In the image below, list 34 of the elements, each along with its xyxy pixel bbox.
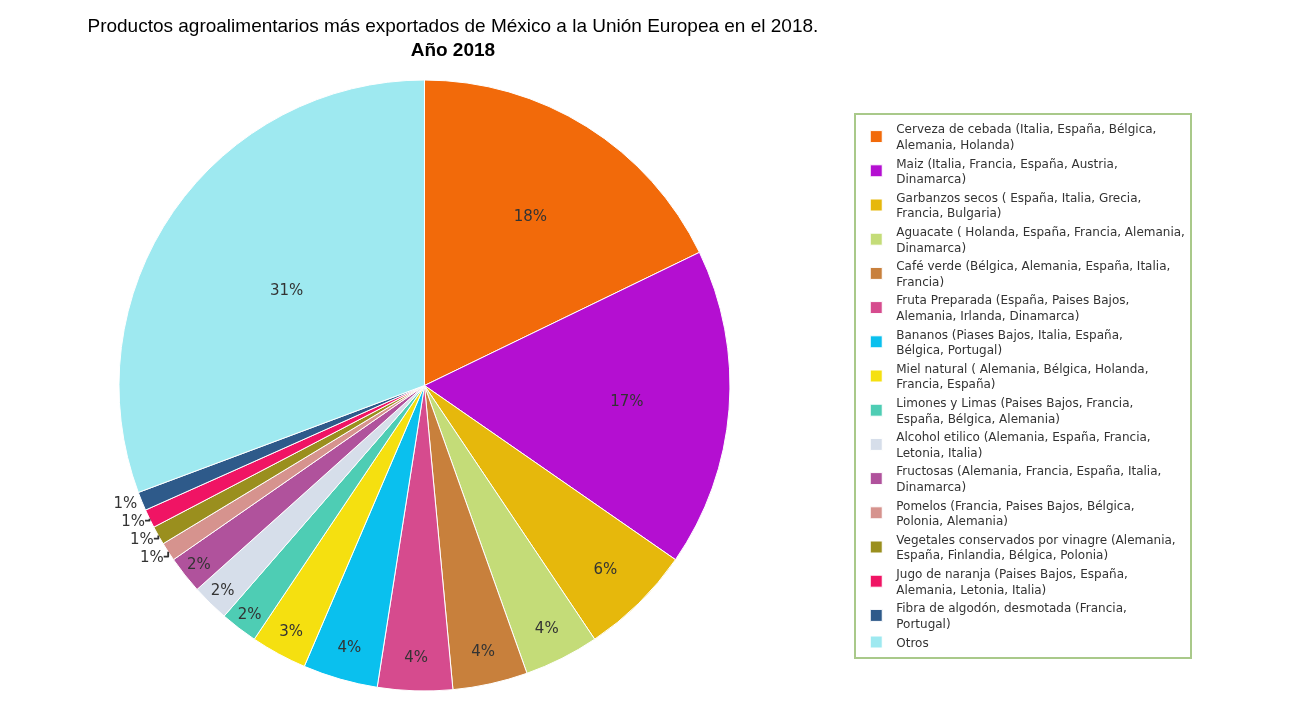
data-label: 1% [113,493,138,512]
data-label: 2% [237,604,262,623]
legend-label: Aguacate ( Holanda, España, Francia, Alemania, Dinamarca) [896,225,1185,255]
data-label: 3% [279,622,303,641]
data-label: 2% [186,554,211,573]
legend-label: Maiz (Italia, Francia, España, Austria, Dinamarca) [896,156,1118,187]
legend-label: Vegetales conservados por vinagre (Alemania, España, Finlandia, Bélgica, Polonia) [896,532,1176,563]
data-label: 2% [210,581,235,600]
legend-label: Cerveza de cebada (Italia, España, Bélgica, Alemania, Holanda) [896,122,1157,153]
data-label: 4% [534,619,559,638]
legend-label: Pomelos (Francia, Paises Bajos, Bélgica, Polonia, Alemania) [896,498,1135,529]
data-label: 4% [471,641,496,660]
data-label: 18% [513,207,548,226]
legend-label: Miel natural ( Alemania, Bélgica, Holanda, Francia, España) [896,361,1149,392]
legend-label: Fruta Preparada (España, Paises Bajos, Alemania, Irlanda, Dinamarca) [896,293,1130,324]
legend-label: Garbanzos secos ( España, Italia, Grecia, Francia, Bulgaria) [896,190,1142,221]
data-label: 1% [121,511,146,530]
data-label: 6% [593,560,618,579]
data-label: 4% [337,637,362,656]
data-label: 4% [404,648,428,667]
legend-label: Alcohol etilico (Alemania, España, Francia, Letonia, Italia) [896,430,1151,460]
legend-label: Jugo de naranja (Paises Bajos, España, Alemania, Letonia, Italia) [895,567,1128,597]
legend-label: Café verde (Bélgica, Alemania, España, Italia, Francia) [896,259,1171,289]
legend-label: Otros [896,635,929,650]
chart-subtitle: Año 2018 [410,39,496,61]
data-label: 1% [139,547,164,566]
data-label: 17% [610,392,644,411]
legend-label: Fructosas (Alemania, Francia, España, Italia, Dinamarca) [896,464,1162,495]
legend-label: Limones y Limas (Paises Bajos, Francia, España, Bélgica, Alemania) [896,396,1134,426]
data-label: 31% [270,280,304,299]
data-label: 1% [130,529,154,548]
legend-label: Fibra de algodón, desmotada (Francia, Portugal) [896,601,1127,631]
legend-label: Bananos (Piases Bajos, Italia, España, Bélgica, Portugal) [896,327,1123,358]
chart-title: Productos agroalimentarios más exportados de México a la Unión Europea en el 2018. [87,14,819,36]
